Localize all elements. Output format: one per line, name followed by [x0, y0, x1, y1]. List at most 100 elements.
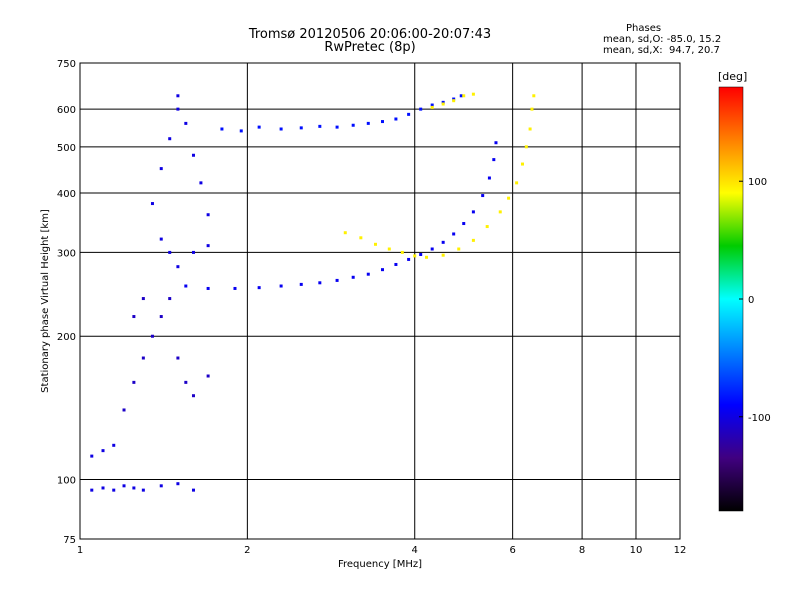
data-point	[532, 94, 536, 98]
data-point	[191, 153, 195, 157]
data-point	[407, 257, 411, 261]
data-point	[112, 488, 116, 492]
data-point	[524, 145, 528, 149]
data-point	[471, 238, 475, 242]
colorbar-label: [deg]	[718, 70, 748, 83]
data-point	[413, 254, 417, 258]
data-point	[430, 103, 434, 107]
data-point	[425, 255, 429, 259]
data-point	[206, 374, 210, 378]
data-point	[394, 117, 398, 121]
data-point	[141, 488, 145, 492]
data-point	[520, 162, 524, 166]
data-point	[132, 315, 136, 319]
data-point	[176, 482, 180, 486]
data-point	[176, 265, 180, 269]
y-axis-label: Stationary phase Virtual Height [km]	[40, 209, 51, 393]
data-point	[481, 194, 485, 198]
data-point	[462, 94, 466, 98]
data-point	[150, 202, 154, 206]
data-point	[184, 121, 188, 125]
data-point	[373, 242, 377, 246]
data-point	[441, 253, 445, 257]
data-point	[366, 121, 370, 125]
data-point	[441, 100, 445, 104]
y-tick-label: 300	[57, 248, 76, 259]
x-tick-label: 2	[244, 545, 250, 556]
colorbar-tick-label: 0	[748, 295, 754, 306]
data-point	[159, 167, 163, 171]
data-point	[206, 213, 210, 217]
data-point	[159, 237, 163, 241]
data-point	[498, 210, 502, 214]
data-point	[419, 252, 423, 256]
data-point	[380, 120, 384, 124]
data-point	[141, 356, 145, 360]
data-point	[90, 488, 94, 492]
data-point	[515, 181, 519, 185]
y-tick-label: 500	[57, 143, 76, 154]
data-point	[159, 315, 163, 319]
data-point	[487, 176, 491, 180]
data-point	[101, 449, 105, 453]
plot-frame	[79, 62, 681, 540]
data-point	[387, 247, 391, 251]
data-point	[318, 281, 322, 285]
data-point	[112, 443, 116, 447]
data-point	[206, 286, 210, 290]
data-point	[257, 125, 261, 129]
data-point	[343, 231, 347, 235]
x-axis-label: Frequency [MHz]	[338, 559, 422, 570]
data-point	[122, 484, 126, 488]
data-point	[279, 284, 283, 288]
data-point	[150, 334, 154, 338]
colorbar-tick-label: 100	[748, 177, 767, 188]
phase-stats-title: Phases	[626, 23, 662, 34]
data-point	[471, 210, 475, 214]
x-tick-label: 10	[630, 545, 643, 556]
data-point	[530, 107, 534, 111]
data-point	[184, 284, 188, 288]
data-point	[206, 244, 210, 248]
data-point	[335, 125, 339, 129]
y-tick-label: 100	[57, 476, 76, 487]
data-point	[452, 232, 456, 236]
data-point	[176, 356, 180, 360]
x-tick-label: 6	[509, 545, 515, 556]
data-point	[452, 99, 456, 103]
data-point	[528, 127, 532, 131]
y-tick-label: 400	[57, 189, 76, 200]
data-point	[176, 94, 180, 98]
data-point	[168, 137, 172, 141]
data-point	[184, 380, 188, 384]
data-point	[507, 196, 511, 200]
phase-stats-x: mean, sd,X: 94.7, 20.7	[603, 45, 720, 56]
data-points	[90, 92, 536, 492]
data-point	[299, 126, 303, 130]
data-point	[159, 484, 163, 488]
data-point	[430, 247, 434, 251]
data-point	[191, 488, 195, 492]
data-point	[359, 236, 363, 240]
data-point	[407, 112, 411, 116]
data-point	[457, 247, 461, 251]
data-point	[419, 107, 423, 111]
data-point	[191, 250, 195, 254]
data-point	[122, 408, 126, 412]
y-tick-label: 75	[63, 535, 76, 546]
colorbar-ticks: 100 0 -100	[739, 177, 771, 424]
x-tick-label: 4	[412, 545, 418, 556]
data-point	[318, 124, 322, 128]
chart-title-line1: Tromsø 20120506 20:06:00-20:07:43	[248, 27, 492, 42]
y-tick-label: 600	[57, 105, 76, 116]
data-point	[351, 123, 355, 127]
data-point	[351, 275, 355, 279]
data-point	[492, 158, 496, 162]
data-point	[168, 250, 172, 254]
data-point	[168, 297, 172, 301]
data-point	[233, 286, 237, 290]
data-point	[101, 486, 105, 490]
data-point	[176, 107, 180, 111]
